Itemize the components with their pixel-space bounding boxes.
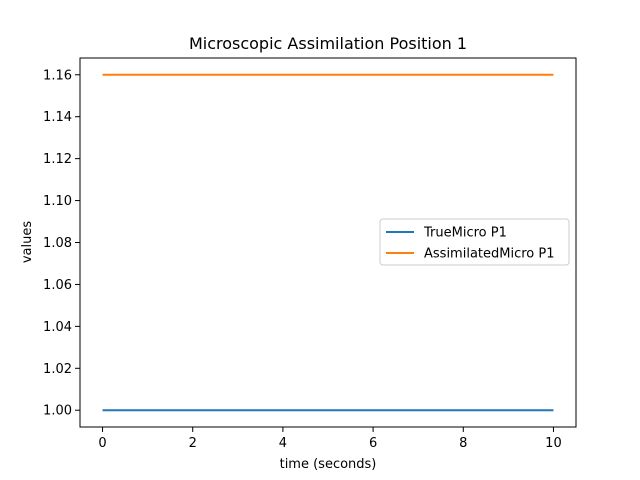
- x-axis: 0 2 4 6 8 10: [98, 427, 562, 451]
- y-tick-label: 1.10: [43, 194, 72, 209]
- legend-label: TrueMicro P1: [423, 226, 507, 241]
- y-axis-label: values: [20, 221, 35, 264]
- legend: TrueMicro P1 AssimilatedMicro P1: [379, 218, 570, 266]
- y-tick-label: 1.06: [43, 278, 72, 293]
- plot-area: [102, 73, 554, 412]
- x-tick-label: 8: [459, 436, 467, 451]
- y-tick-label: 1.16: [43, 68, 72, 83]
- x-tick-label: 6: [369, 436, 377, 451]
- y-axis: 1.00 1.02 1.04 1.06 1.08 1.10 1.12 1.14 1.16: [43, 68, 80, 419]
- x-tick-label: 10: [545, 436, 562, 451]
- x-tick-label: 2: [189, 436, 197, 451]
- y-tick-label: 1.04: [43, 320, 72, 335]
- legend-box: [379, 218, 570, 266]
- y-tick-label: 1.00: [43, 404, 72, 419]
- y-tick-label: 1.14: [43, 110, 72, 125]
- y-tick-label: 1.08: [43, 236, 72, 251]
- x-tick-label: 0: [98, 436, 106, 451]
- y-tick-label: 1.12: [43, 152, 72, 167]
- legend-label: AssimilatedMicro P1: [424, 247, 554, 262]
- x-axis-label: time (seconds): [280, 457, 377, 472]
- x-tick-label: 4: [279, 436, 287, 451]
- chart-title: Microscopic Assimilation Position 1: [189, 34, 467, 53]
- y-tick-label: 1.02: [43, 362, 72, 377]
